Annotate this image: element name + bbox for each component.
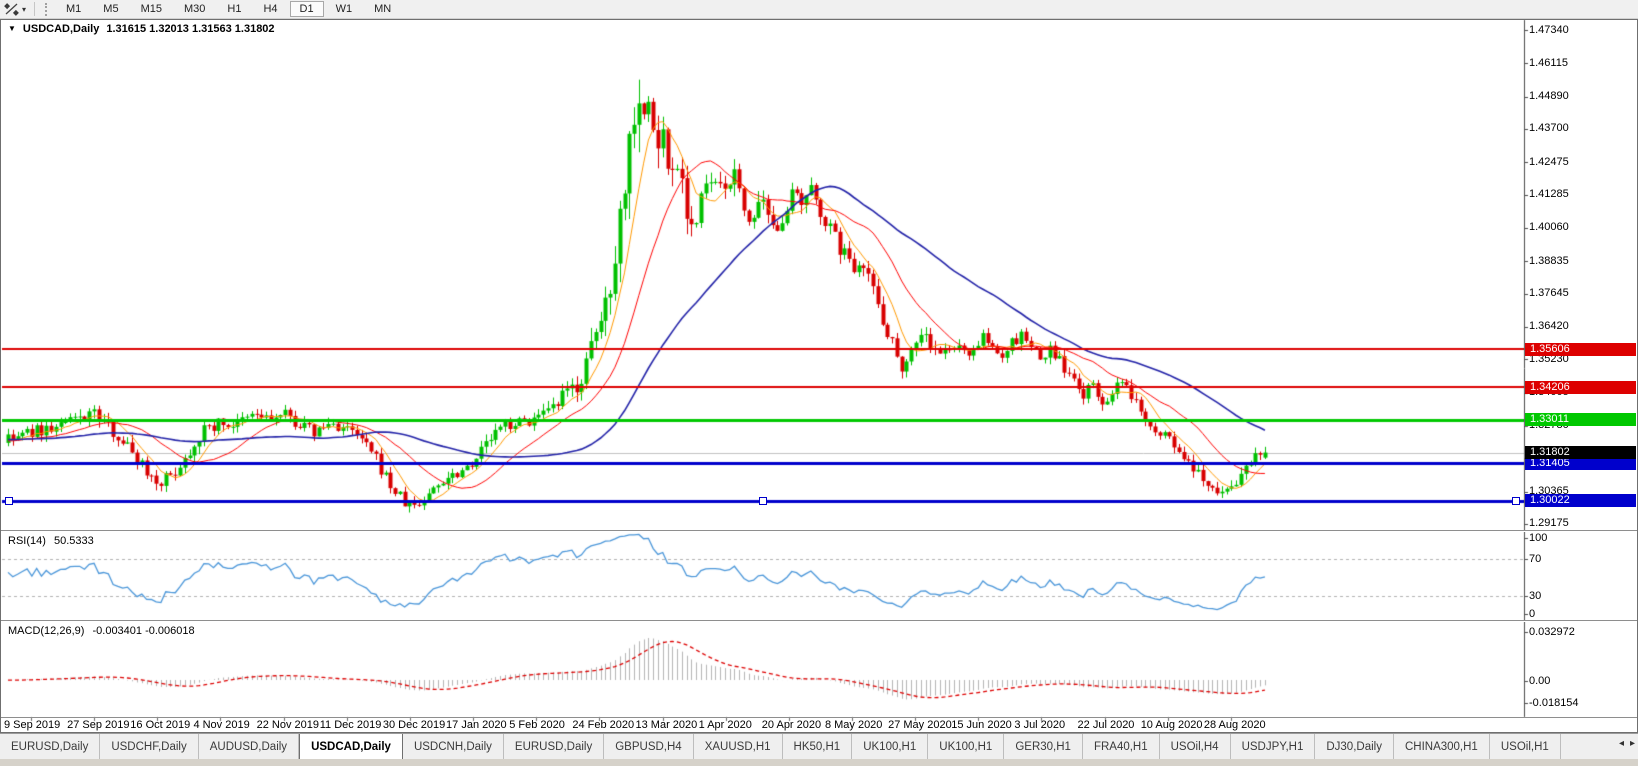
main-rsi-separator-highlight bbox=[1, 531, 1637, 532]
chart-tab-eurusd-daily[interactable]: EURUSD,Daily bbox=[504, 734, 605, 760]
price-axis-tick: 1.40060 bbox=[1529, 221, 1569, 234]
chart-tab-fra40-h1[interactable]: FRA40,H1 bbox=[1083, 734, 1160, 760]
rsi-macd-separator-highlight bbox=[1, 621, 1637, 622]
chart-tab-usoil-h4[interactable]: USOil,H4 bbox=[1160, 734, 1231, 760]
time-axis-label: 11 Dec 2019 bbox=[319, 719, 382, 731]
chart-tab-gbpusd-h4[interactable]: GBPUSD,H4 bbox=[604, 734, 694, 760]
time-axis-label: 1 Apr 2020 bbox=[698, 719, 752, 731]
chart-tab-usdcnh-daily[interactable]: USDCNH,Daily bbox=[403, 734, 504, 760]
macd-axis-label: -0.018154 bbox=[1529, 697, 1579, 709]
time-axis-label: 8 May 2020 bbox=[824, 719, 883, 731]
chart-ohlc-values: 1.31615 1.32013 1.31563 1.31802 bbox=[106, 23, 275, 35]
time-axis-label: 13 Mar 2020 bbox=[635, 719, 698, 731]
macd-timeaxis-separator bbox=[1, 717, 1637, 718]
time-axis-label: 20 Apr 2020 bbox=[761, 719, 822, 731]
time-axis-label: 5 Feb 2020 bbox=[509, 719, 565, 731]
hline-selection-handle[interactable] bbox=[759, 496, 767, 505]
price-axis-tick: 1.29175 bbox=[1529, 517, 1569, 530]
price-axis-tick: 1.35230 bbox=[1529, 352, 1569, 365]
rsi-current-value: 50.5333 bbox=[53, 535, 94, 547]
chart-tabs: EURUSD,Daily USDCHF,Daily AUDUSD,Daily USDC… bbox=[0, 734, 1561, 760]
status-strip bbox=[0, 759, 1638, 766]
chart-tab-ger30-h1[interactable]: GER30,H1 bbox=[1004, 734, 1083, 760]
tab-scroll-left-icon[interactable]: ◂ bbox=[1618, 738, 1624, 749]
hline-price-tag[interactable]: 1.35606 bbox=[1525, 342, 1636, 356]
hline-price-tag[interactable]: 1.34206 bbox=[1525, 380, 1636, 394]
time-axis-label: 15 Jun 2020 bbox=[951, 719, 1012, 731]
chart-tab-china300-h1[interactable]: CHINA300,H1 bbox=[1394, 734, 1490, 760]
chart-tab-bar: EURUSD,Daily USDCHF,Daily AUDUSD,Daily USDC… bbox=[0, 733, 1638, 760]
chart-tab-usoil-h1[interactable]: USOil,H1 bbox=[1490, 734, 1561, 760]
time-axis-label: 22 Jul 2020 bbox=[1077, 719, 1135, 731]
hline-price-tag[interactable]: 1.31405 bbox=[1525, 456, 1636, 470]
macd-axis-label: 0.032972 bbox=[1529, 626, 1575, 638]
price-axis-tick: 1.36420 bbox=[1529, 320, 1569, 333]
time-axis-label: 9 Sep 2019 bbox=[4, 719, 61, 731]
macd-axis-label: 0.00 bbox=[1529, 675, 1551, 687]
price-axis-tick: 1.46115 bbox=[1529, 56, 1568, 69]
price-axis-tick: 1.43700 bbox=[1529, 122, 1569, 135]
tab-scroll-right-icon[interactable]: ▸ bbox=[1629, 738, 1635, 749]
chart-tab-hk50-h1[interactable]: HK50,H1 bbox=[783, 734, 853, 760]
time-axis-label: 3 Jul 2020 bbox=[1014, 719, 1066, 731]
current-price-tag: 1.31802 bbox=[1525, 446, 1636, 460]
rsi-axis-label: 0 bbox=[1529, 608, 1536, 620]
main-rsi-separator[interactable] bbox=[1, 530, 1637, 531]
chart-tab-audusd-daily[interactable]: AUDUSD,Daily bbox=[199, 734, 300, 760]
time-axis-label: 24 Feb 2020 bbox=[572, 719, 635, 731]
rsi-macd-separator[interactable] bbox=[1, 620, 1637, 621]
macd-current-values: -0.003401 -0.006018 bbox=[92, 625, 195, 637]
rsi-name: RSI(14) bbox=[8, 535, 46, 547]
price-axis-tick: 1.42475 bbox=[1529, 155, 1569, 168]
hline-selection-handle[interactable] bbox=[1512, 496, 1520, 505]
time-axis-label: 22 Nov 2019 bbox=[256, 719, 319, 731]
time-axis-label: 10 Aug 2020 bbox=[1140, 719, 1203, 731]
chart-tab-usdchf-daily[interactable]: USDCHF,Daily bbox=[100, 734, 199, 760]
rsi-indicator-label: RSI(14) 50.5333 bbox=[8, 535, 94, 547]
time-axis-label: 17 Jan 2020 bbox=[446, 719, 507, 731]
chart-tab-usdcad-daily[interactable]: USDCAD,Daily bbox=[299, 734, 403, 759]
price-axis-tick: 1.47340 bbox=[1529, 23, 1569, 36]
time-axis-label: 16 Oct 2019 bbox=[130, 719, 191, 731]
chart-title: ▼ USDCAD,Daily 1.31615 1.32013 1.31563 1… bbox=[8, 23, 275, 35]
price-axis-tick: 1.38835 bbox=[1529, 254, 1569, 267]
chart-tab-uk100-h1[interactable]: UK100,H1 bbox=[928, 734, 1005, 760]
rsi-axis-label: 30 bbox=[1529, 590, 1542, 602]
macd-indicator-label: MACD(12,26,9) -0.003401 -0.006018 bbox=[8, 625, 195, 637]
chart-tab-xauusd-h1[interactable]: XAUUSD,H1 bbox=[694, 734, 783, 760]
price-axis-tick: 1.41285 bbox=[1529, 188, 1569, 201]
macd-name: MACD(12,26,9) bbox=[8, 625, 85, 637]
price-axis-tick: 1.30365 bbox=[1529, 485, 1569, 498]
chart-tab-uk100-h1[interactable]: UK100,H1 bbox=[852, 734, 929, 760]
chart-menu-collapse-icon[interactable]: ▼ bbox=[8, 23, 16, 33]
time-axis-label: 28 Aug 2020 bbox=[1203, 719, 1266, 731]
time-axis-label: 27 May 2020 bbox=[888, 719, 952, 731]
chart-symbol-label: USDCAD,Daily bbox=[22, 23, 100, 35]
price-axis-tick: 1.44890 bbox=[1529, 90, 1569, 103]
hline-price-tag[interactable]: 1.30022 bbox=[1525, 494, 1636, 508]
tab-scroll-arrows: ◂ ▸ bbox=[1619, 738, 1635, 749]
rsi-axis-label: 100 bbox=[1529, 532, 1548, 544]
chart-tab-dj30-daily[interactable]: DJ30,Daily bbox=[1315, 734, 1394, 760]
hline-price-tag[interactable]: 1.33011 bbox=[1525, 413, 1636, 427]
time-axis-label: 27 Sep 2019 bbox=[67, 719, 130, 731]
chart-tab-eurusd-daily[interactable]: EURUSD,Daily bbox=[0, 734, 101, 760]
hline-selection-handle[interactable] bbox=[5, 496, 13, 505]
time-axis-label: 30 Dec 2019 bbox=[382, 719, 446, 731]
chart-tab-usdjpy-h1[interactable]: USDJPY,H1 bbox=[1231, 734, 1316, 760]
rsi-axis-label: 70 bbox=[1529, 553, 1542, 565]
time-axis-label: 4 Nov 2019 bbox=[193, 719, 250, 731]
price-axis-tick: 1.37645 bbox=[1529, 287, 1569, 300]
